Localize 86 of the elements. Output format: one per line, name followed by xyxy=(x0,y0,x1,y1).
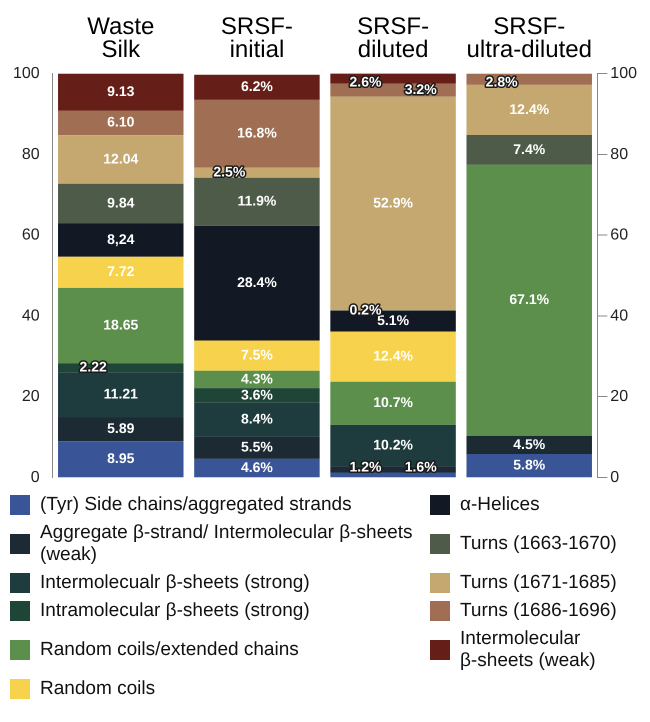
bar xyxy=(330,332,456,382)
legend-label: Random coils xyxy=(40,678,156,699)
bar xyxy=(58,110,184,136)
data-label: 18.65 xyxy=(103,316,138,332)
data-label: 3.2% xyxy=(404,81,438,98)
data-label: 8,24 xyxy=(107,230,135,247)
y2-tick-label: 20 xyxy=(610,388,628,406)
bar xyxy=(194,178,320,226)
data-label: 5.8% xyxy=(513,456,546,473)
data-label: 1.2% xyxy=(350,458,382,474)
legend-label: Turns (1663-1670) xyxy=(460,533,617,554)
bar xyxy=(466,164,592,436)
bar xyxy=(194,370,320,388)
data-label: 7.72 xyxy=(107,263,135,280)
data-label: 3.6% xyxy=(240,386,274,402)
data-label: 1.6% xyxy=(404,458,438,474)
bar xyxy=(466,454,592,478)
y-tick-label: 0 xyxy=(30,468,40,486)
bar xyxy=(58,441,184,478)
bar xyxy=(466,436,592,454)
data-label: 2.8% xyxy=(486,73,518,90)
legend-label: Turns (1671-1685) xyxy=(460,572,617,593)
data-label: 52.9% xyxy=(373,194,414,210)
data-label: 5.5% xyxy=(240,438,274,455)
bar xyxy=(58,223,184,257)
data-label: 8.4% xyxy=(240,410,274,427)
x-tick-label: SRSF-diluted xyxy=(357,13,430,63)
data-label: 5.89 xyxy=(107,420,135,436)
data-label: 9.84 xyxy=(107,194,135,210)
bar xyxy=(58,417,184,442)
data-label: 4.6% xyxy=(240,458,274,475)
y-tick-label: 60 xyxy=(22,226,40,244)
legend-label: α-Helices xyxy=(460,494,540,515)
bar xyxy=(194,340,320,371)
bar xyxy=(194,74,320,100)
data-label: 2.5% xyxy=(213,164,246,180)
legend-label: (Tyr) Side chains/aggregated strands xyxy=(40,494,352,515)
data-label: 4.3% xyxy=(240,370,274,386)
data-label: 6.10 xyxy=(107,114,135,130)
bar xyxy=(58,288,184,364)
x-tick-label: Waste Silk xyxy=(87,13,154,63)
x-tick-label: SRSF-initial xyxy=(220,13,293,63)
bar xyxy=(194,458,320,478)
legend-label: Intermolecular β-sheets (weak) xyxy=(460,628,596,671)
y2-tick-label: 80 xyxy=(610,146,628,163)
bar xyxy=(58,135,184,184)
legend-label: Random coils/extended chains xyxy=(40,639,299,660)
text: Aggregate β-strand/ Intermolecular β-sheets (weak) xyxy=(40,522,413,565)
data-label: 6.2% xyxy=(240,78,274,94)
legend-label: Intramolecular β-sheets (strong) xyxy=(40,600,310,621)
bar xyxy=(58,74,184,111)
data-label: 16.8% xyxy=(237,124,278,141)
bar xyxy=(194,226,320,341)
y-tick-label: 100 xyxy=(12,65,40,82)
bar xyxy=(194,436,320,459)
data-label: 7.4% xyxy=(513,140,546,157)
data-label: 10.7% xyxy=(373,394,414,410)
data-label: 11.21 xyxy=(104,386,138,402)
data-label: 4.5% xyxy=(513,436,546,452)
data-label: 8.95 xyxy=(107,450,135,466)
bar xyxy=(58,256,184,288)
y2-tick-label: 100 xyxy=(610,65,638,82)
legend-label: Turns (1686-1696) xyxy=(460,600,617,621)
x-tick-label: SRSF-ultra-diluted xyxy=(466,13,592,63)
y-tick-label: 20 xyxy=(22,388,40,406)
data-label: 2.6% xyxy=(350,73,382,90)
y2-tick-label: 60 xyxy=(610,226,628,244)
data-label: 67.1% xyxy=(509,291,550,308)
y-tick-label: 80 xyxy=(22,146,40,163)
data-label: 10.2% xyxy=(373,436,414,452)
data-label: 12.04 xyxy=(103,150,138,166)
y-tick-label: 40 xyxy=(22,307,40,324)
bar xyxy=(330,382,456,425)
data-label: 28.4% xyxy=(237,274,278,290)
data-label: 7.5% xyxy=(240,346,274,363)
data-label: 2.22 xyxy=(80,358,108,375)
data-label: 12.4% xyxy=(509,100,550,117)
bar xyxy=(58,184,184,224)
bar xyxy=(194,100,320,168)
data-label: 9.13 xyxy=(107,82,135,99)
y2-tick-label: 40 xyxy=(610,307,628,324)
legend-label: Intermolecualr β-sheets (strong) xyxy=(40,572,310,593)
bar xyxy=(466,134,592,165)
data-label: 12.4% xyxy=(373,348,414,364)
data-label: 11.9% xyxy=(237,192,277,209)
y2-tick-label: 0 xyxy=(610,468,620,486)
